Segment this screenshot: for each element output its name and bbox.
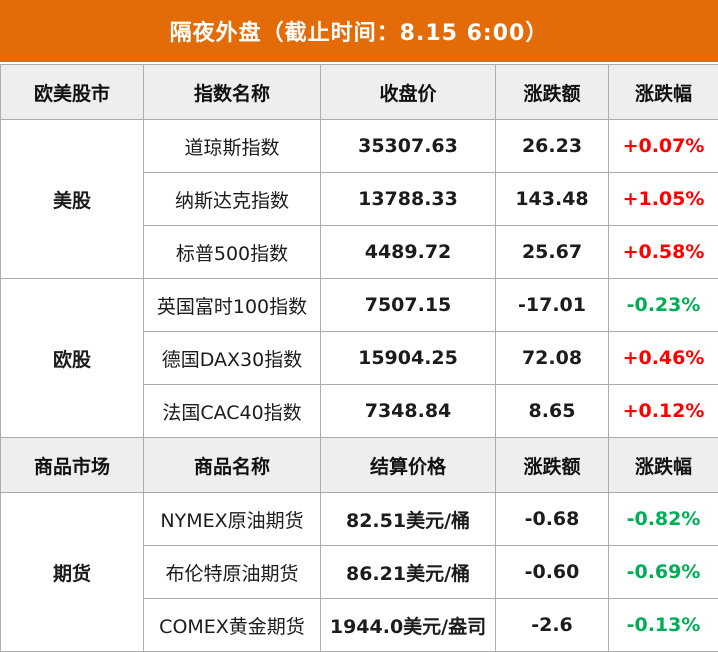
close-price-cell: 7507.15 xyxy=(321,279,496,332)
change-amount-cell: -0.60 xyxy=(496,546,609,599)
header-close-price: 收盘价 xyxy=(321,65,496,120)
header-change-percent: 涨跌幅 xyxy=(609,438,718,493)
change-amount-cell: 25.67 xyxy=(496,226,609,279)
banner-title: 隔夜外盘（截止时间：8.15 6:00） xyxy=(0,0,718,62)
close-price-cell: 4489.72 xyxy=(321,226,496,279)
change-amount-cell: 26.23 xyxy=(496,120,609,173)
commodities-header-row: 商品市场 商品名称 结算价格 涨跌额 涨跌幅 xyxy=(1,438,718,493)
index-name-cell: 道琼斯指数 xyxy=(144,120,321,173)
change-amount-cell: 8.65 xyxy=(496,385,609,438)
header-commodity-market: 商品市场 xyxy=(1,438,144,493)
table-row: 期货 NYMEX原油期货 82.51美元/桶 -0.68 -0.82% xyxy=(1,493,718,546)
change-amount-cell: 143.48 xyxy=(496,173,609,226)
change-percent-cell: +0.12% xyxy=(609,385,718,438)
change-percent-cell: +0.07% xyxy=(609,120,718,173)
index-name-cell: 英国富时100指数 xyxy=(144,279,321,332)
commodity-name-cell: 布伦特原油期货 xyxy=(144,546,321,599)
header-change-amount: 涨跌额 xyxy=(496,65,609,120)
header-change-amount: 涨跌额 xyxy=(496,438,609,493)
change-amount-cell: -0.68 xyxy=(496,493,609,546)
change-percent-cell: -0.23% xyxy=(609,279,718,332)
index-name-cell: 纳斯达克指数 xyxy=(144,173,321,226)
header-change-percent: 涨跌幅 xyxy=(609,65,718,120)
header-commodity-name: 商品名称 xyxy=(144,438,321,493)
group-label-us-stocks: 美股 xyxy=(1,120,144,279)
table-row: 美股 道琼斯指数 35307.63 26.23 +0.07% xyxy=(1,120,718,173)
change-percent-cell: -0.82% xyxy=(609,493,718,546)
change-percent-cell: -0.13% xyxy=(609,599,718,652)
change-percent-cell: +1.05% xyxy=(609,173,718,226)
commodity-name-cell: COMEX黄金期货 xyxy=(144,599,321,652)
index-name-cell: 标普500指数 xyxy=(144,226,321,279)
index-name-cell: 法国CAC40指数 xyxy=(144,385,321,438)
group-label-eu-stocks: 欧股 xyxy=(1,279,144,438)
change-percent-cell: +0.58% xyxy=(609,226,718,279)
group-label-futures: 期货 xyxy=(1,493,144,652)
change-amount-cell: 72.08 xyxy=(496,332,609,385)
close-price-cell: 13788.33 xyxy=(321,173,496,226)
change-percent-cell: -0.69% xyxy=(609,546,718,599)
settlement-price-cell: 86.21美元/桶 xyxy=(321,546,496,599)
close-price-cell: 35307.63 xyxy=(321,120,496,173)
close-price-cell: 15904.25 xyxy=(321,332,496,385)
table-row: 欧股 英国富时100指数 7507.15 -17.01 -0.23% xyxy=(1,279,718,332)
settlement-price-cell: 82.51美元/桶 xyxy=(321,493,496,546)
markets-table: 欧美股市 指数名称 收盘价 涨跌额 涨跌幅 美股 道琼斯指数 35307.63 … xyxy=(0,64,718,652)
header-market-region: 欧美股市 xyxy=(1,65,144,120)
settlement-price-cell: 1944.0美元/盎司 xyxy=(321,599,496,652)
change-amount-cell: -17.01 xyxy=(496,279,609,332)
change-percent-cell: +0.46% xyxy=(609,332,718,385)
stocks-header-row: 欧美股市 指数名称 收盘价 涨跌额 涨跌幅 xyxy=(1,65,718,120)
change-amount-cell: -2.6 xyxy=(496,599,609,652)
close-price-cell: 7348.84 xyxy=(321,385,496,438)
index-name-cell: 德国DAX30指数 xyxy=(144,332,321,385)
header-settlement-price: 结算价格 xyxy=(321,438,496,493)
header-index-name: 指数名称 xyxy=(144,65,321,120)
commodity-name-cell: NYMEX原油期货 xyxy=(144,493,321,546)
